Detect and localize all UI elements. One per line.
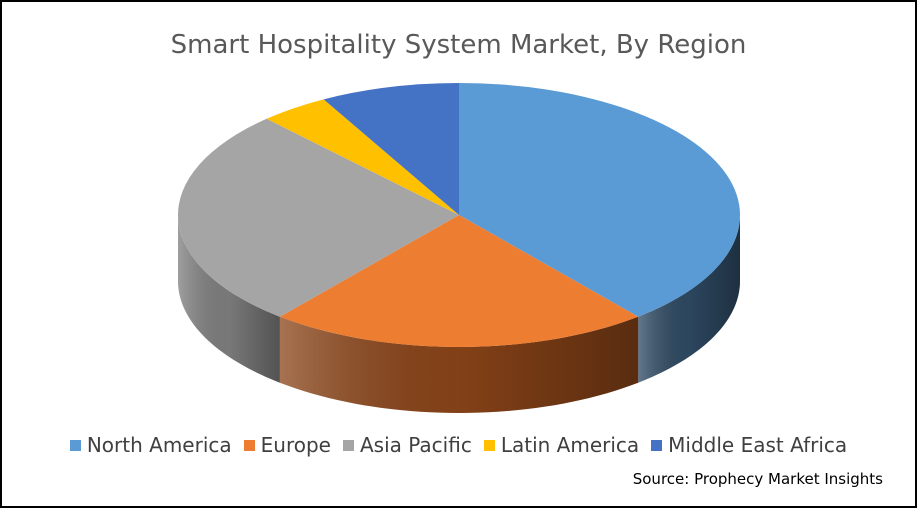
pie-slice-middle-east-africa [323, 83, 459, 215]
pie-side-shade [178, 215, 280, 383]
pie-side-shade [638, 215, 740, 383]
legend-item: Europe [243, 433, 331, 457]
legend-swatch [651, 439, 663, 451]
legend-swatch [243, 439, 255, 451]
pie-slice-europe [279, 215, 639, 348]
legend-swatch [342, 439, 354, 451]
pie-side-shade [279, 316, 639, 413]
pie-slice-asia-pacific [177, 118, 460, 317]
legend-label: Europe [260, 433, 331, 457]
legend-item: Asia Pacific [342, 433, 472, 457]
legend-item: Latin America [483, 433, 640, 457]
pie-slice-north-america [459, 83, 741, 317]
legend-swatch [483, 439, 495, 451]
source-note: Source: Prophecy Market Insights [632, 470, 883, 488]
legend-label: Latin America [500, 433, 640, 457]
legend-swatch [69, 439, 81, 451]
chart-title: Smart Hospitality System Market, By Regi… [170, 30, 747, 60]
legend-item: North America [69, 433, 232, 457]
legend-label: Asia Pacific [359, 433, 472, 457]
legend-label: North America [86, 433, 232, 457]
legend-item: Middle East Africa [651, 433, 847, 457]
pie-slice-latin-america [266, 99, 459, 215]
legend-label: Middle East Africa [668, 433, 848, 457]
legend: North America Europe Asia Pacific Latin Ame… [0, 433, 917, 457]
